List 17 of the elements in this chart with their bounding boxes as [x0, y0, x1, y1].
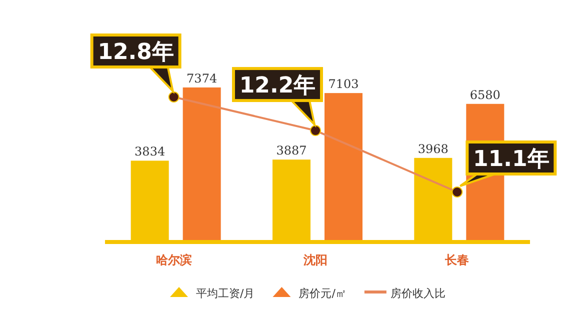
data-label: 7103 [328, 77, 359, 92]
legend-label: 房价元/㎡ [298, 287, 346, 300]
bar [324, 93, 362, 240]
x-tick-label: 沈阳 [302, 253, 328, 267]
x-tick-label: 长春 [444, 253, 470, 267]
x-tick-label: 哈尔滨 [156, 253, 192, 267]
data-label: 11.1年 [473, 147, 550, 172]
legend-label: 平均工资/月 [196, 287, 255, 300]
data-label: 3968 [418, 142, 448, 156]
bar [182, 87, 221, 240]
data-label: 6580 [470, 88, 500, 102]
data-label: 3834 [134, 144, 166, 159]
data-label: 3887 [276, 144, 307, 158]
legend-label: 房价收入比 [390, 287, 446, 300]
data-label: 12.8年 [98, 40, 174, 65]
data-label: 12.2年 [239, 74, 316, 99]
data-label: 7374 [186, 71, 218, 86]
